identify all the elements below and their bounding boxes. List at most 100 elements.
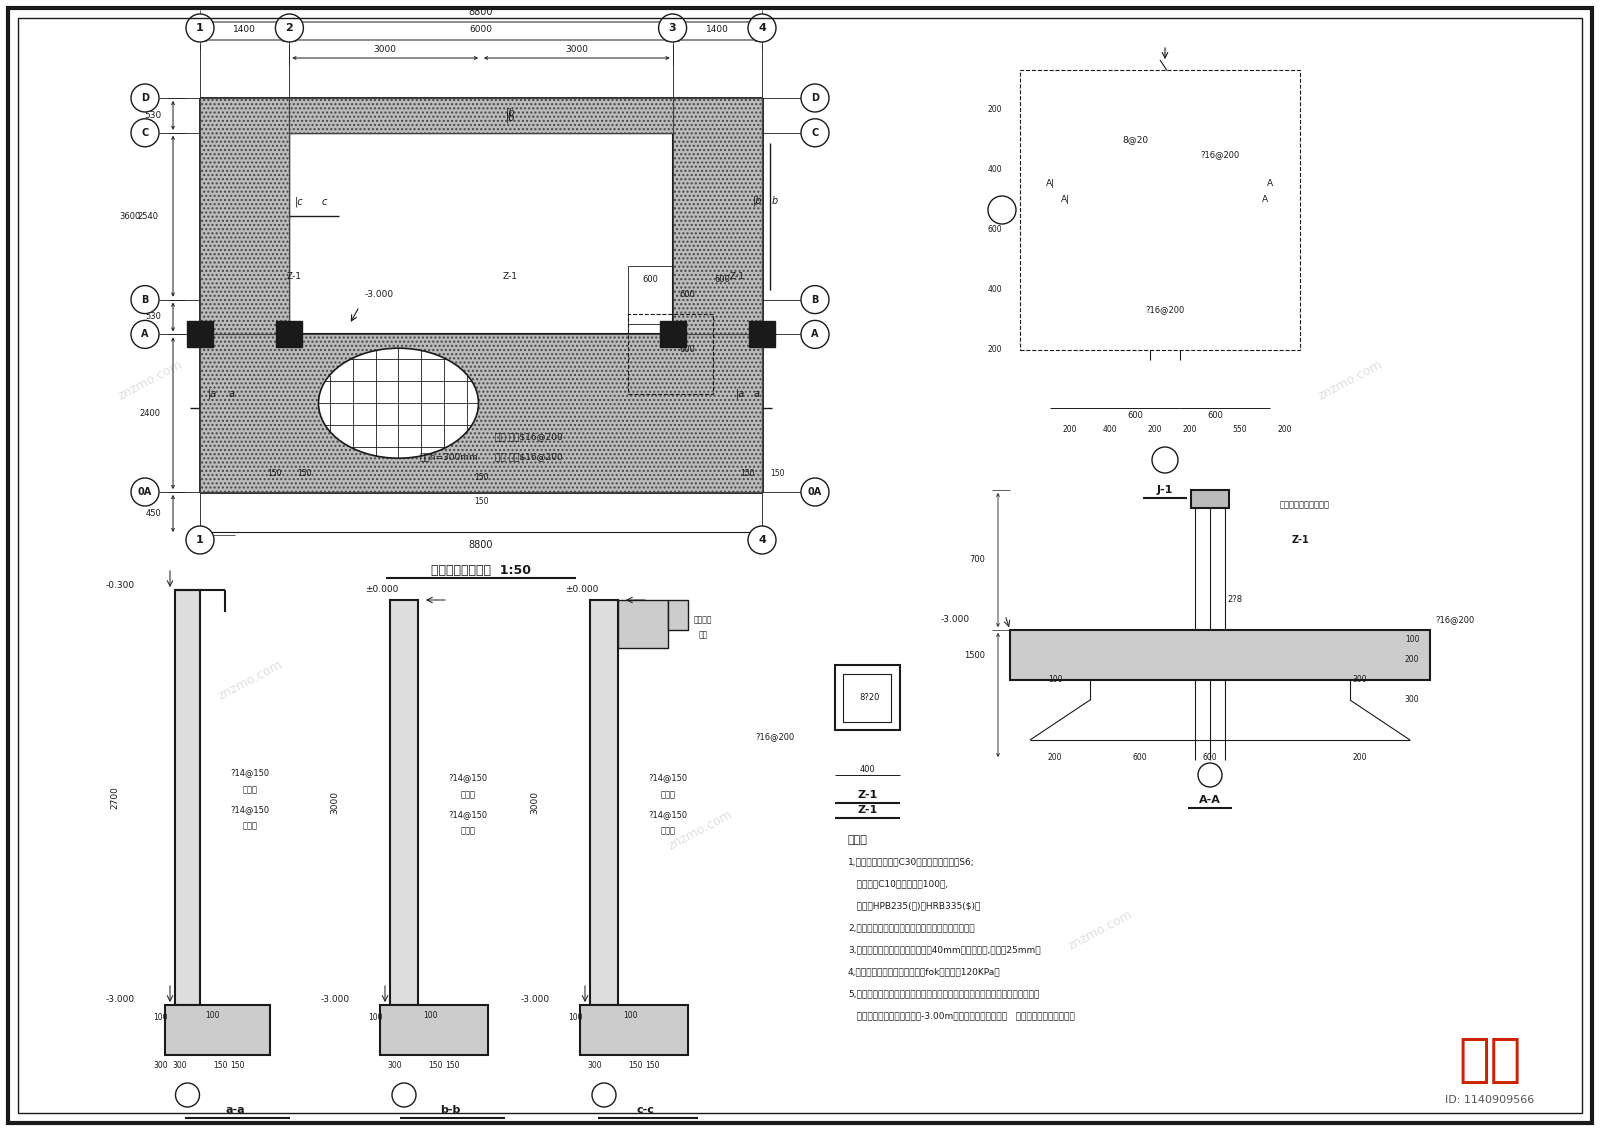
Text: 150: 150 (627, 1061, 642, 1070)
Text: 550: 550 (1232, 425, 1248, 434)
Text: 100: 100 (622, 1010, 637, 1019)
Bar (1139, 150, 1190, 200)
Text: 200: 200 (1278, 425, 1293, 434)
Text: 300: 300 (587, 1061, 602, 1070)
Bar (1021, 70, 1299, 349)
Text: |b: |b (506, 113, 515, 123)
Text: 150: 150 (267, 469, 282, 478)
Circle shape (802, 478, 829, 506)
Text: D: D (141, 93, 149, 103)
Bar (590, 601, 618, 1005)
Text: A|: A| (1061, 196, 1069, 205)
Text: 100: 100 (568, 1012, 582, 1021)
Text: 100: 100 (1405, 636, 1419, 645)
Text: J-1: J-1 (1157, 485, 1173, 495)
Text: 400: 400 (1102, 425, 1117, 434)
Text: 400: 400 (987, 285, 1002, 294)
Text: 8800: 8800 (469, 539, 493, 550)
Text: A-A: A-A (1198, 795, 1221, 805)
Text: b-b: b-b (440, 1105, 461, 1115)
Text: a: a (754, 389, 760, 399)
Text: 说明：: 说明： (848, 835, 867, 845)
Circle shape (802, 84, 829, 112)
Bar (749, 321, 774, 347)
Text: B: B (811, 294, 819, 304)
Text: 150: 150 (474, 498, 488, 507)
Circle shape (1198, 763, 1222, 787)
Text: 楼梯板筋: 楼梯板筋 (694, 615, 712, 624)
Text: 200: 200 (1062, 425, 1077, 434)
Circle shape (749, 526, 776, 554)
Text: B: B (141, 294, 149, 304)
Text: ID: 1140909566: ID: 1140909566 (1445, 1095, 1534, 1105)
Text: 8?20: 8?20 (859, 693, 880, 702)
Text: 1: 1 (197, 23, 203, 33)
Bar (835, 665, 899, 729)
Text: -3.000: -3.000 (522, 995, 550, 1004)
Bar (1149, 158, 1182, 192)
Text: 530: 530 (146, 312, 162, 321)
Text: 200: 200 (1147, 425, 1162, 434)
Text: Z-1: Z-1 (730, 271, 746, 280)
Text: znzmo.com: znzmo.com (1315, 359, 1384, 403)
Text: 150: 150 (645, 1061, 659, 1070)
Text: 300: 300 (387, 1061, 402, 1070)
Text: 3000: 3000 (531, 791, 539, 814)
Text: c: c (322, 197, 326, 207)
Text: 2: 2 (285, 23, 293, 33)
Text: ?16@200: ?16@200 (1435, 615, 1474, 624)
Bar (672, 98, 762, 335)
Text: ?14@150: ?14@150 (448, 772, 488, 782)
Text: 知末: 知末 (1458, 1034, 1522, 1086)
Bar (165, 1005, 270, 1055)
Text: 底板下设C10混凝土垫层100厚,: 底板下设C10混凝土垫层100厚, (848, 880, 949, 889)
Text: 600: 600 (1203, 753, 1218, 762)
Text: znzmo.com: znzmo.com (466, 258, 534, 303)
Bar (579, 1005, 688, 1055)
Text: 如施工时发现地下水位高于-3.00m，则需要联系设计单位   做相应的设计变更调整；: 如施工时发现地下水位高于-3.00m，则需要联系设计单位 做相应的设计变更调整； (848, 1011, 1075, 1020)
Text: 3000: 3000 (331, 791, 339, 814)
Text: znzmo.com: znzmo.com (216, 658, 285, 703)
Bar (1010, 630, 1430, 680)
Text: ?14@150: ?14@150 (448, 810, 488, 819)
Text: A: A (141, 329, 149, 339)
Text: 5,本设计按照地下水位标高低于底板标高设计，未考虑施工降水及抗浮力设计；: 5,本设计按照地下水位标高低于底板标高设计，未考虑施工降水及抗浮力设计； (848, 990, 1040, 999)
Circle shape (186, 14, 214, 42)
Text: ?16@200: ?16@200 (755, 733, 795, 742)
Text: 垂直筋: 垂直筋 (661, 826, 675, 835)
Text: 0A: 0A (808, 487, 822, 497)
Ellipse shape (318, 348, 478, 458)
Text: 100: 100 (422, 1010, 437, 1019)
Text: 100: 100 (1048, 675, 1062, 684)
Text: 钢筋为HPB235(！)和HRB335($)。: 钢筋为HPB235(！)和HRB335($)。 (848, 901, 981, 910)
Bar (277, 321, 302, 347)
Text: -0.300: -0.300 (106, 580, 134, 589)
Text: 600: 600 (680, 290, 696, 299)
Circle shape (131, 478, 158, 506)
Bar (627, 314, 712, 395)
Text: 地下室底板结构图  1:50: 地下室底板结构图 1:50 (430, 563, 531, 577)
Text: 150: 150 (445, 1061, 459, 1070)
Text: 4,基础持力层地基承载力特征值fok要求大于120KPa。: 4,基础持力层地基承载力特征值fok要求大于120KPa。 (848, 967, 1000, 976)
Bar (669, 601, 688, 630)
Circle shape (802, 119, 829, 147)
Circle shape (1152, 447, 1178, 473)
Text: 底板h=300mm: 底板h=300mm (419, 452, 478, 461)
Bar (187, 321, 213, 347)
Text: ?14@150: ?14@150 (648, 810, 688, 819)
Text: 700: 700 (970, 555, 986, 564)
Text: 水平筋: 水平筋 (243, 785, 258, 794)
Text: |a: |a (736, 389, 744, 399)
Text: 300: 300 (154, 1061, 168, 1070)
Text: 底筋 双向$16@200: 底筋 双向$16@200 (494, 452, 562, 461)
Text: ?16@200: ?16@200 (1200, 150, 1240, 159)
Text: 4: 4 (758, 535, 766, 545)
Text: -3.000: -3.000 (941, 615, 970, 624)
Bar (390, 601, 418, 1005)
Text: ?14@150: ?14@150 (230, 768, 269, 777)
Text: 150: 150 (739, 469, 754, 478)
Text: 2540: 2540 (138, 211, 158, 221)
Circle shape (802, 320, 829, 348)
Text: -3.000: -3.000 (106, 995, 134, 1004)
Text: b: b (771, 196, 778, 206)
